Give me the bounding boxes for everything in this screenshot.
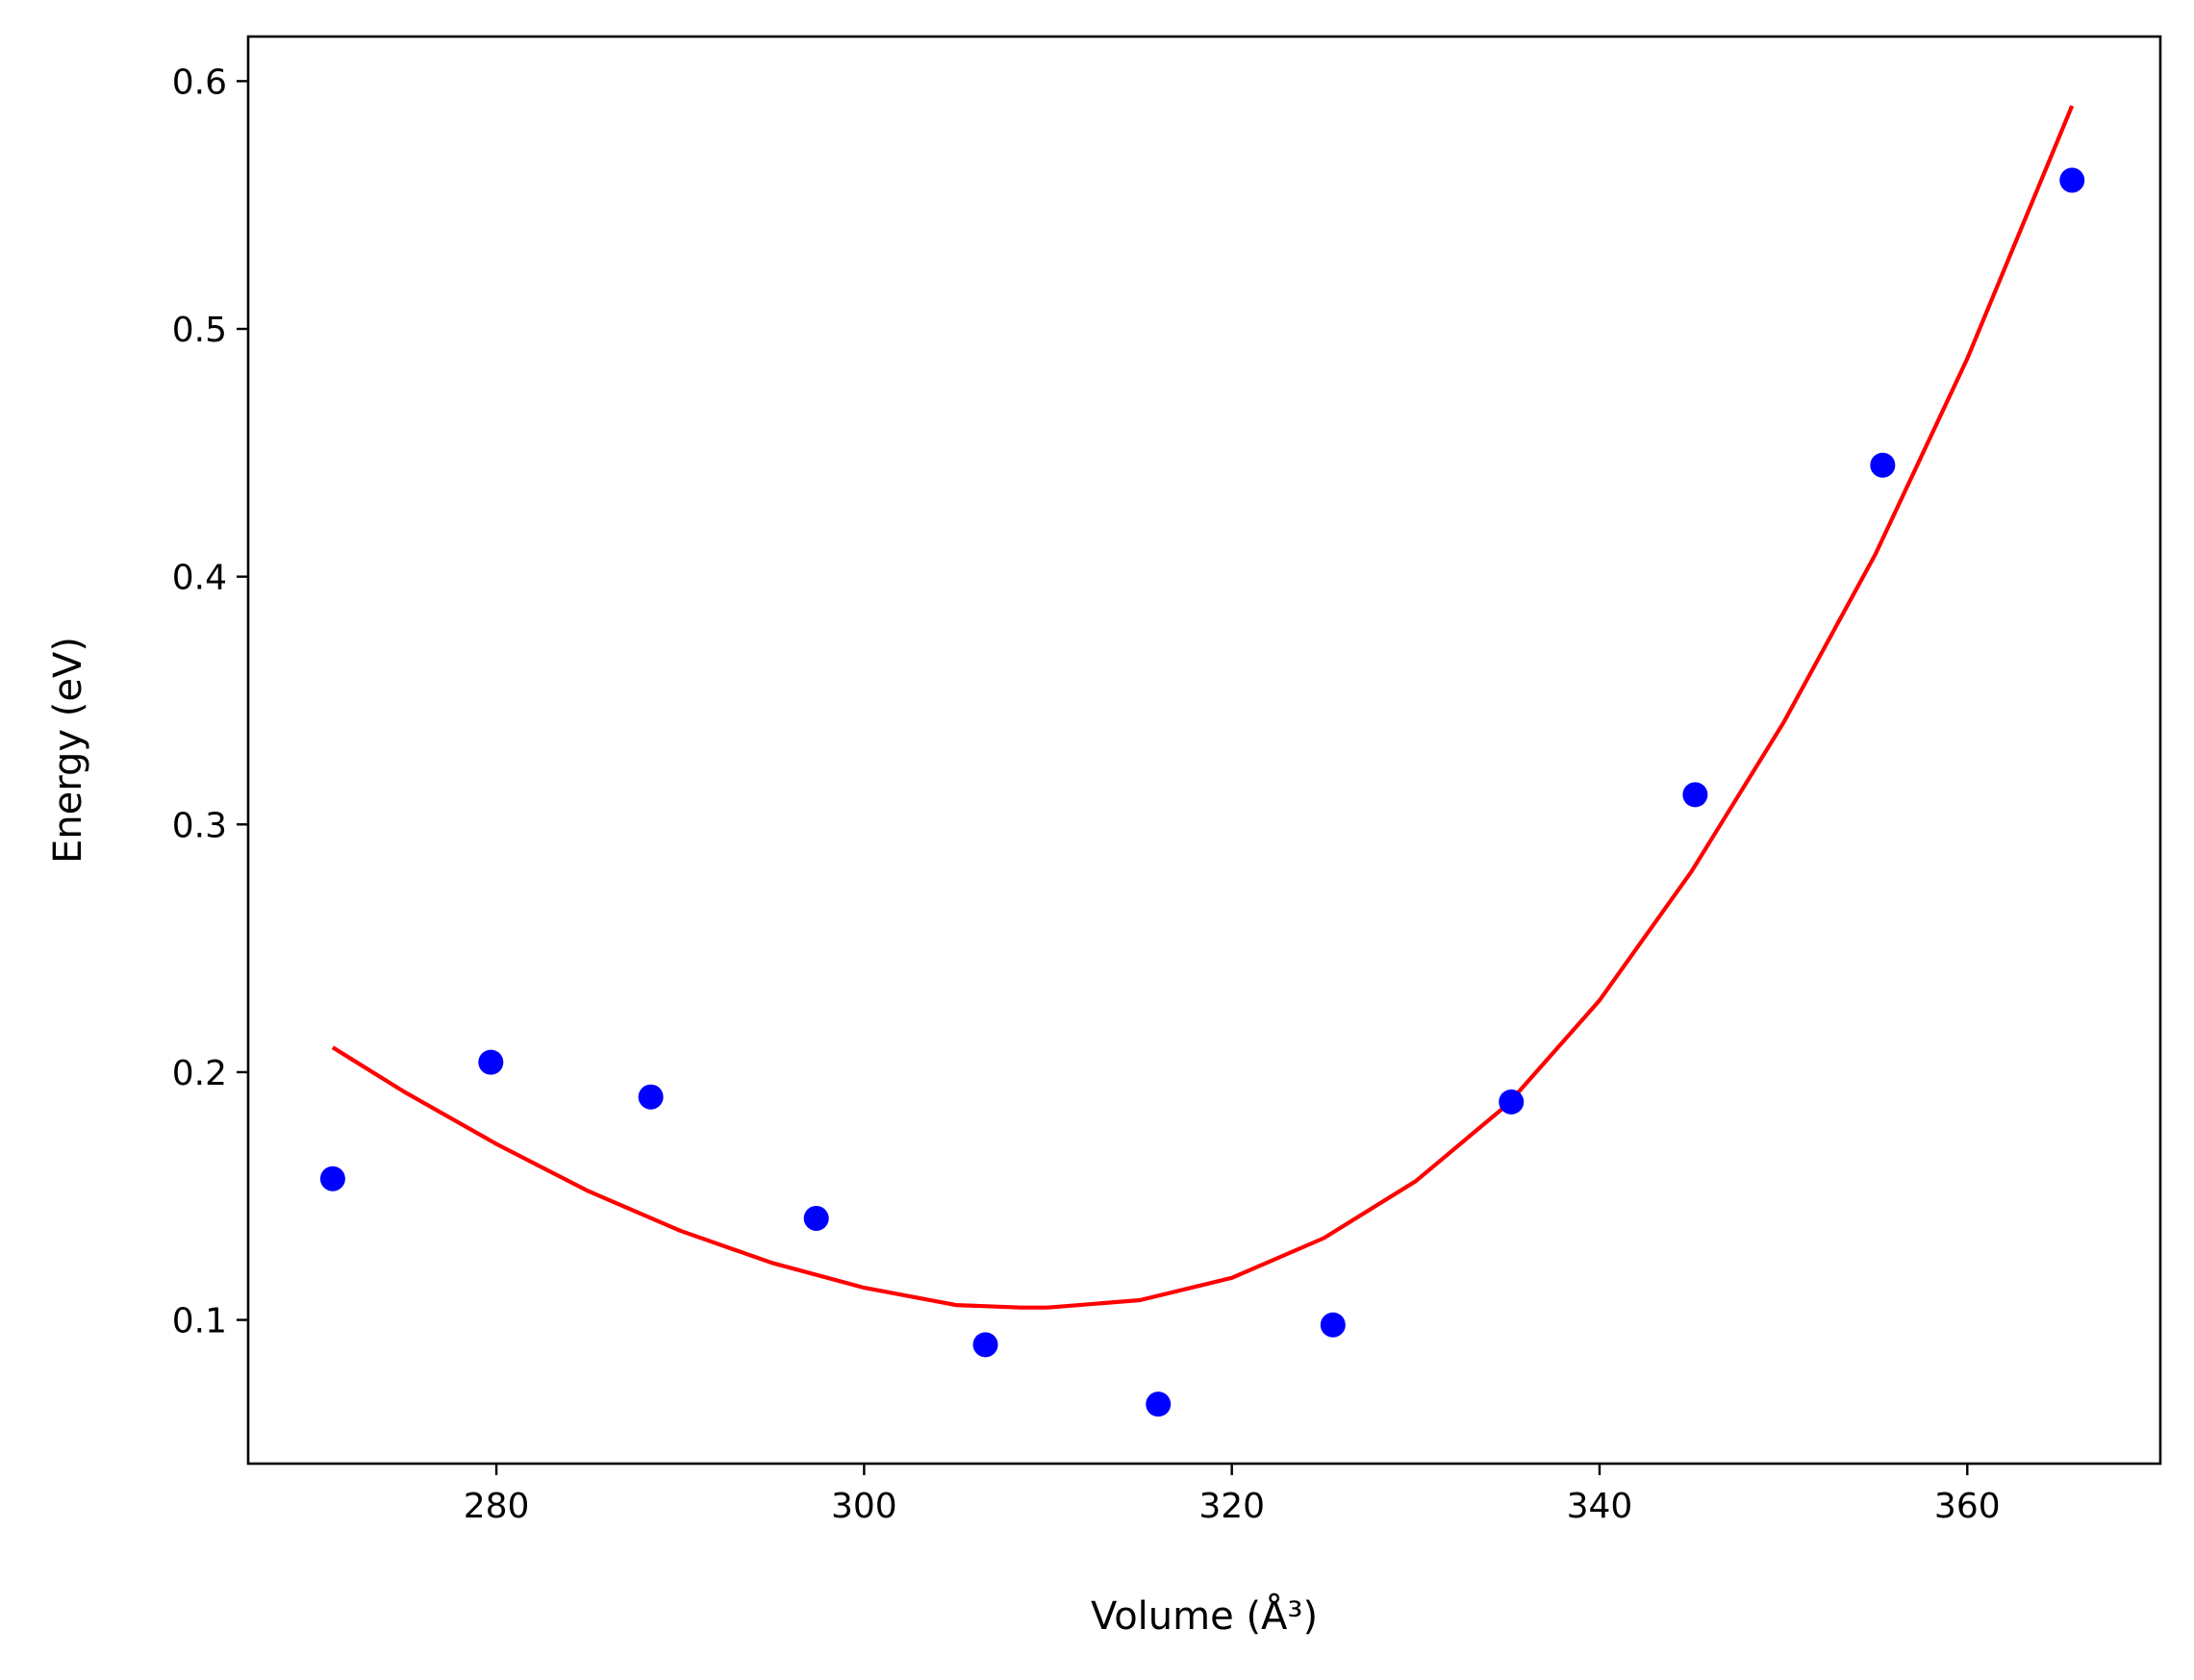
marks-layer xyxy=(319,105,2085,1417)
y-tick-label: 0.6 xyxy=(172,63,227,102)
x-tick-label: 280 xyxy=(464,1487,530,1526)
x-axis-label: Volume (Å³) xyxy=(1091,1592,1318,1639)
data-point xyxy=(1320,1312,1346,1338)
y-tick-label: 0.3 xyxy=(172,806,227,845)
y-tick-label: 0.5 xyxy=(172,311,227,350)
x-tick-label: 340 xyxy=(1567,1487,1633,1526)
fit-curve-line xyxy=(331,105,2075,1310)
plot-area-frame xyxy=(246,35,2162,1466)
data-point xyxy=(1146,1392,1172,1417)
data-point xyxy=(803,1205,829,1231)
data-point xyxy=(2059,167,2085,193)
data-point xyxy=(319,1166,345,1191)
y-axis-label: Energy (eV) xyxy=(46,637,90,864)
data-point xyxy=(1499,1089,1525,1115)
y-tick-label: 0.4 xyxy=(172,559,227,598)
data-point xyxy=(638,1084,664,1110)
x-tick-label: 320 xyxy=(1198,1487,1265,1526)
data-point xyxy=(972,1332,998,1358)
y-tick-label: 0.2 xyxy=(172,1054,227,1093)
data-point xyxy=(1682,782,1708,808)
data-point xyxy=(1870,452,1896,478)
x-tick-label: 360 xyxy=(1934,1487,2001,1526)
y-tick-label: 0.1 xyxy=(172,1302,227,1341)
x-tick-label: 300 xyxy=(831,1487,897,1526)
ticks-layer: 280 300 320 340 360 0.1 0.2 0.3 0.4 0.5 0.6 xyxy=(172,63,2001,1526)
data-point xyxy=(478,1049,504,1075)
